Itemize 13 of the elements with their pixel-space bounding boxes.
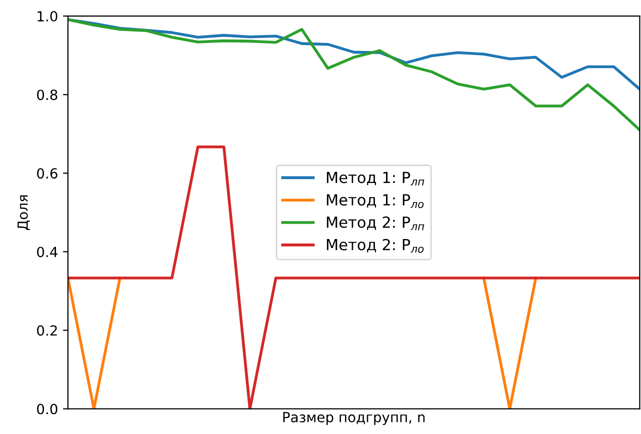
legend-label: Метод 2: P$_{лп}$ [326, 216, 424, 230]
legend-label: Метод 1: P$_{лп}$ [326, 172, 424, 186]
legend-label: Метод 2: P$_{ло}$ [326, 238, 424, 253]
y-tick-label: 0.6 [37, 168, 58, 179]
legend-label: Метод 1: P$_{ло}$ [326, 194, 424, 208]
y-tick-label: 0.8 [37, 90, 58, 100]
y-tick-label: 0.2 [37, 325, 57, 336]
y-tick-label: 0.4 [37, 246, 58, 258]
y-tick-label: 1.0 [38, 11, 58, 22]
y-axis-title: Доля [18, 195, 30, 230]
line-series [68, 18, 640, 132]
y-tick-label: 0.0 [37, 404, 58, 414]
x-axis-title: Размер подгрупп, n [283, 412, 425, 426]
